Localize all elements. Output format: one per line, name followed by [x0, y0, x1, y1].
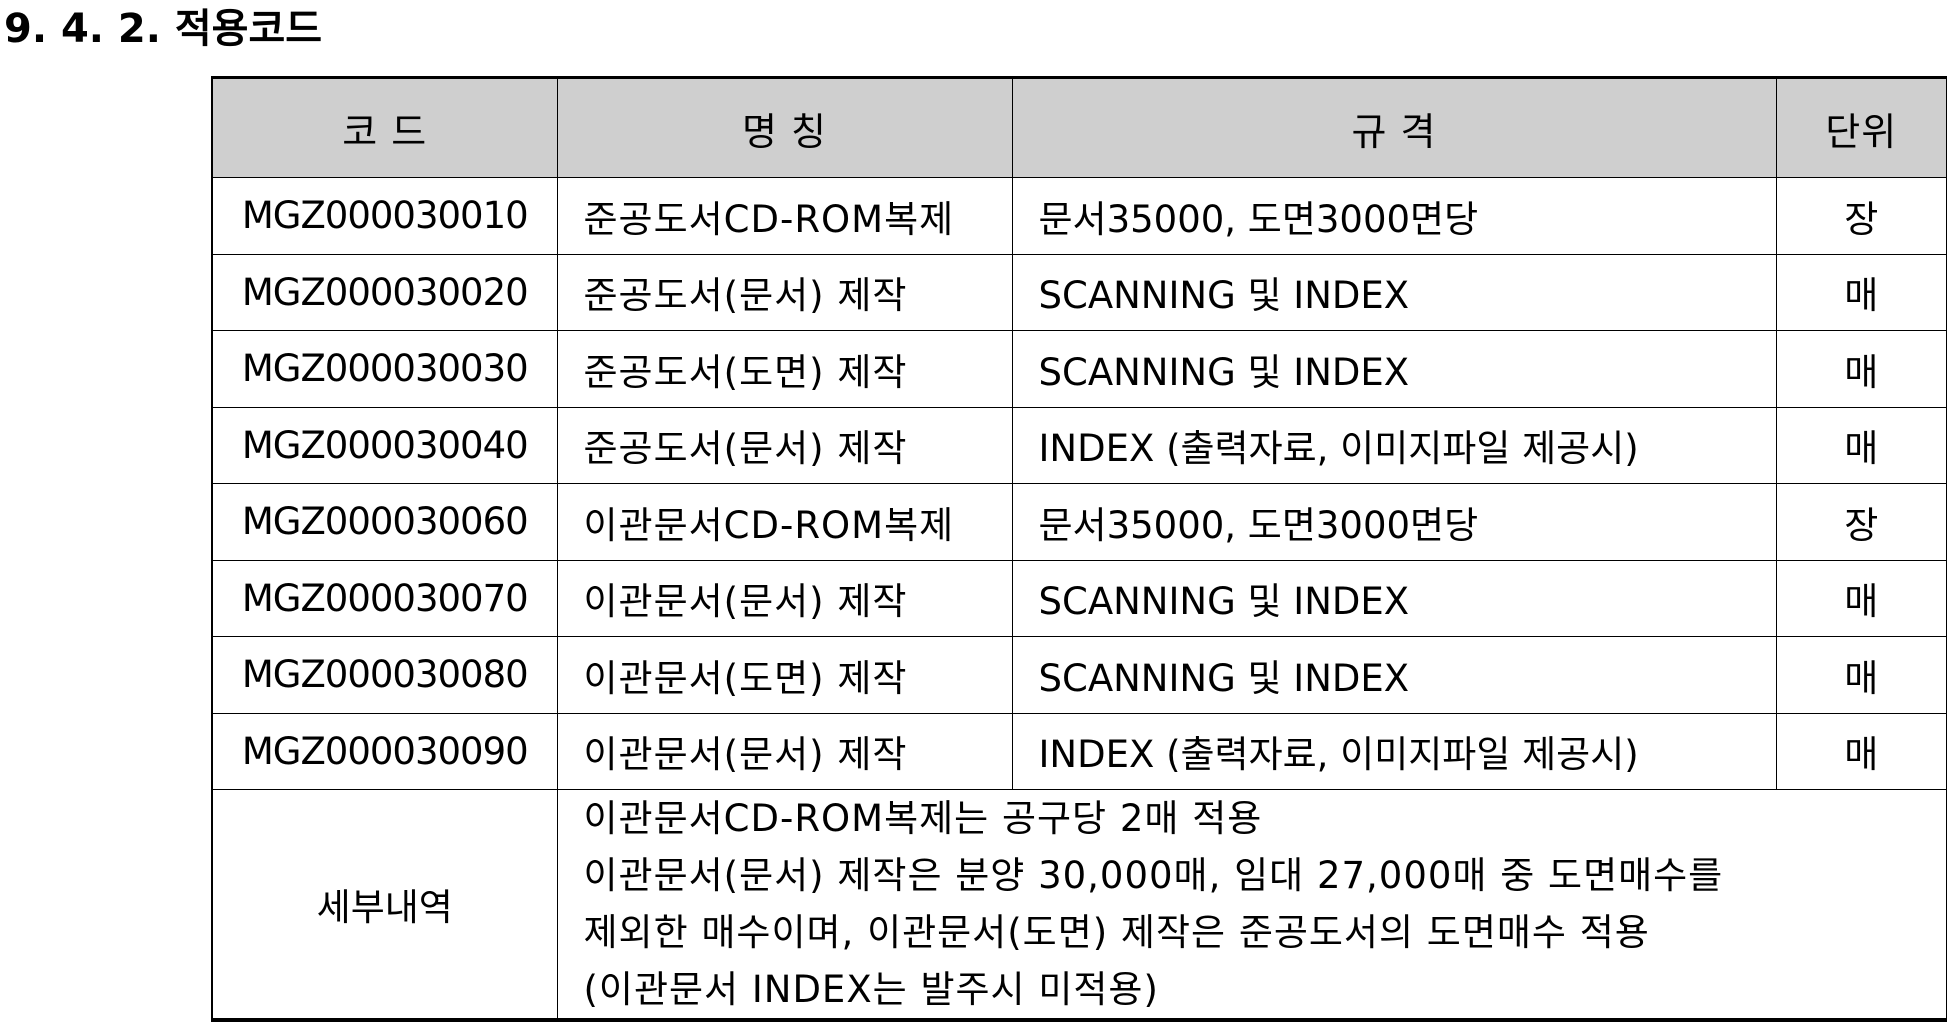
- cell-name: 준공도서CD-ROM복제: [556, 177, 1013, 255]
- cell-unit: 매: [1775, 406, 1947, 484]
- table-row: MGZ000030040 준공도서(문서) 제작 INDEX (출력자료, 이미…: [211, 406, 1947, 484]
- detail-line: (이관문서 INDEX는 발주시 미적용): [583, 968, 1159, 1011]
- cell-unit: 장: [1775, 177, 1947, 255]
- cell-unit: 매: [1775, 253, 1947, 331]
- detail-text: 이관문서CD-ROM복제는 공구당 2매 적용 이관문서(문서) 제작은 분양 …: [556, 789, 1947, 1021]
- cell-code: MGZ000030010: [211, 177, 558, 255]
- cell-spec: INDEX (출력자료, 이미지파일 제공시): [1011, 406, 1777, 484]
- table-row: MGZ000030030 준공도서(도면) 제작 SCANNING 및 INDE…: [211, 330, 1947, 408]
- table-header-row: 코 드 명 칭 규 격 단위: [211, 77, 1947, 178]
- table-row: MGZ000030010 준공도서CD-ROM복제 문서35000, 도면300…: [211, 177, 1947, 255]
- cell-spec: SCANNING 및 INDEX: [1011, 330, 1777, 408]
- header-unit: 단위: [1775, 77, 1947, 178]
- code-table: 코 드 명 칭 규 격 단위 MGZ000030010 준공도서CD-ROM복제…: [211, 76, 1947, 1022]
- cell-name: 이관문서CD-ROM복제: [556, 483, 1013, 561]
- cell-unit: 장: [1775, 483, 1947, 561]
- cell-code: MGZ000030090: [211, 712, 558, 790]
- section-title: 9. 4. 2. 적용코드: [4, 6, 323, 52]
- cell-name: 준공도서(문서) 제작: [556, 406, 1013, 484]
- cell-unit: 매: [1775, 636, 1947, 714]
- cell-name: 이관문서(문서) 제작: [556, 712, 1013, 790]
- cell-spec: SCANNING 및 INDEX: [1011, 636, 1777, 714]
- cell-code: MGZ000030070: [211, 559, 558, 637]
- table-row: MGZ000030020 준공도서(문서) 제작 SCANNING 및 INDE…: [211, 253, 1947, 331]
- cell-code: MGZ000030060: [211, 483, 558, 561]
- cell-spec: 문서35000, 도면3000면당: [1011, 483, 1777, 561]
- detail-line: 이관문서(문서) 제작은 분양 30,000매, 임대 27,000매 중 도면…: [583, 854, 1724, 897]
- cell-spec: SCANNING 및 INDEX: [1011, 559, 1777, 637]
- header-spec: 규 격: [1011, 77, 1777, 178]
- cell-code: MGZ000030080: [211, 636, 558, 714]
- cell-code: MGZ000030020: [211, 253, 558, 331]
- detail-row: 세부내역 이관문서CD-ROM복제는 공구당 2매 적용 이관문서(문서) 제작…: [211, 789, 1947, 1021]
- table-row: MGZ000030060 이관문서CD-ROM복제 문서35000, 도면300…: [211, 483, 1947, 561]
- header-code: 코 드: [211, 77, 558, 178]
- detail-line: 제외한 매수이며, 이관문서(도면) 제작은 준공도서의 도면매수 적용: [583, 911, 1650, 954]
- cell-name: 준공도서(문서) 제작: [556, 253, 1013, 331]
- detail-line: 이관문서CD-ROM복제는 공구당 2매 적용: [583, 797, 1263, 840]
- cell-spec: SCANNING 및 INDEX: [1011, 253, 1777, 331]
- cell-unit: 매: [1775, 712, 1947, 790]
- table-row: MGZ000030080 이관문서(도면) 제작 SCANNING 및 INDE…: [211, 636, 1947, 714]
- cell-name: 이관문서(문서) 제작: [556, 559, 1013, 637]
- detail-label: 세부내역: [211, 789, 558, 1021]
- cell-spec: 문서35000, 도면3000면당: [1011, 177, 1777, 255]
- cell-unit: 매: [1775, 330, 1947, 408]
- table-row: MGZ000030090 이관문서(문서) 제작 INDEX (출력자료, 이미…: [211, 712, 1947, 790]
- header-name: 명 칭: [556, 77, 1013, 178]
- cell-unit: 매: [1775, 559, 1947, 637]
- table-row: MGZ000030070 이관문서(문서) 제작 SCANNING 및 INDE…: [211, 559, 1947, 637]
- cell-spec: INDEX (출력자료, 이미지파일 제공시): [1011, 712, 1777, 790]
- cell-name: 준공도서(도면) 제작: [556, 330, 1013, 408]
- cell-name: 이관문서(도면) 제작: [556, 636, 1013, 714]
- cell-code: MGZ000030040: [211, 406, 558, 484]
- cell-code: MGZ000030030: [211, 330, 558, 408]
